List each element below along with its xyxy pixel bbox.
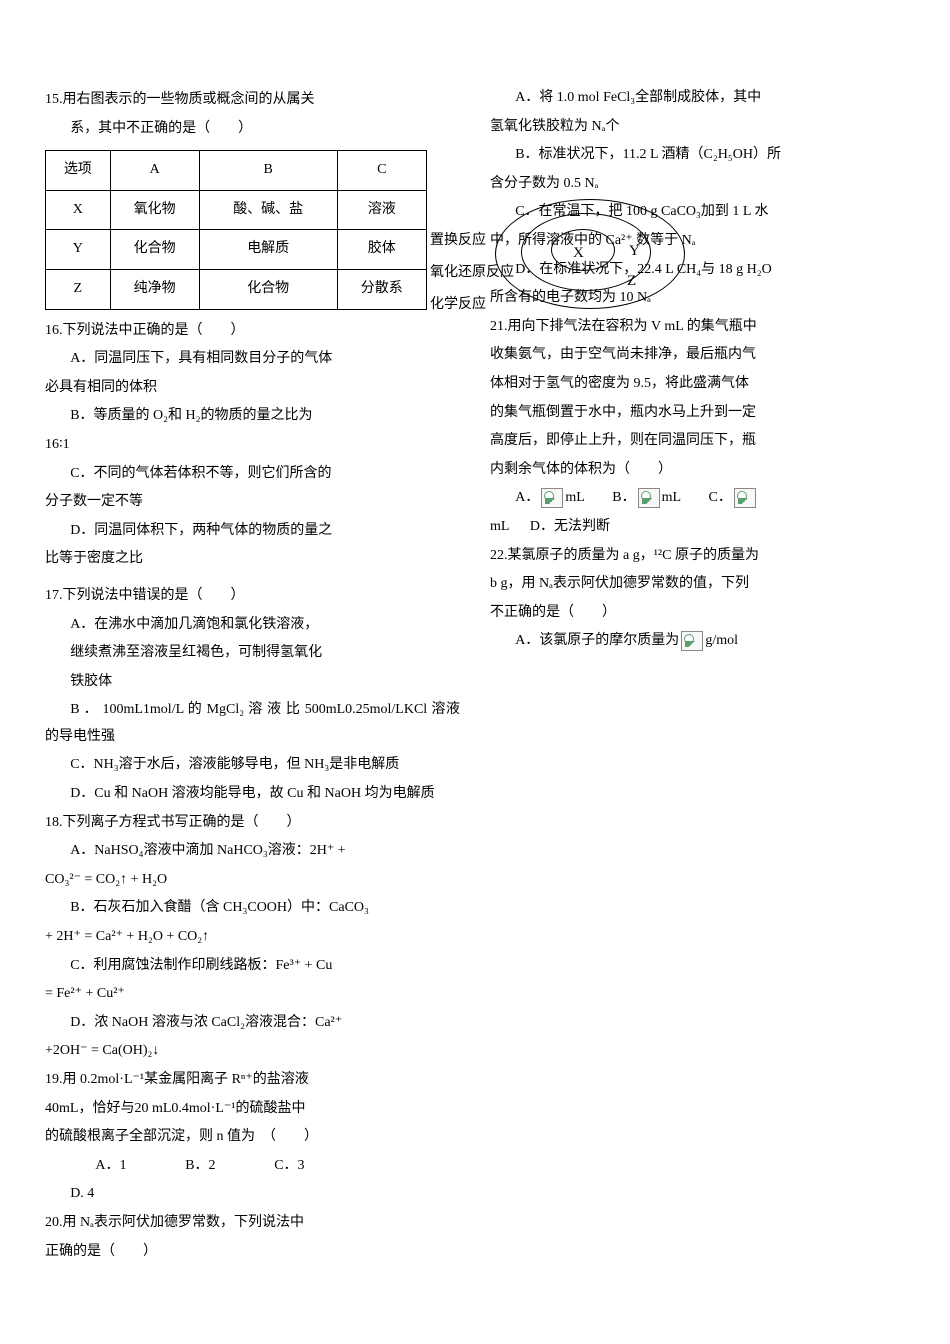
q17-opt-a3: 铁胶体 <box>45 669 460 696</box>
table-row: Y 化合物 电解质 胶体 <box>46 230 427 270</box>
table-row: 选项 A B C <box>46 151 427 191</box>
q21-opt-a-suf: mL <box>565 490 584 505</box>
label-x: X <box>573 239 584 268</box>
q18-opt-d1: D．浓 NaOH 溶液与浓 CaCl₂溶液混合：Ca²⁺ <box>45 1010 460 1037</box>
q16-opt-b1: B．等质量的 O₂和 H₂的物质的量之比为 <box>45 403 460 430</box>
q21-opt-b-pre: B． <box>612 490 635 505</box>
q21-l3: 体相对于氢气的密度为 9.5，将此盛满气体 <box>490 371 905 398</box>
q20-opt-b1: B．标准状况下，11.2 L 酒精（C₂H₅OH）所 <box>490 142 905 169</box>
q17-opt-a1: A．在沸水中滴加几滴饱和氯化铁溶液， <box>45 612 460 639</box>
q20-opt-b2: 含分子数为 0.5 Nₐ <box>490 171 905 198</box>
q22-opt-a-pre: A．该氯原子的摩尔质量为 <box>515 633 679 648</box>
cell: 氧化物 <box>110 190 199 230</box>
q15-table: 选项 A B C X 氧化物 酸、碱、盐 溶液 Y 化合物 电解质 胶体 Z 纯… <box>45 150 427 309</box>
q21-l2: 收集氨气，由于空气尚未排净，最后瓶内气 <box>490 342 905 369</box>
q17-opt-d: D．Cu 和 NaOH 溶液均能导电，故 Cu 和 NaOH 均为电解质 <box>45 781 460 808</box>
table-row: X 氧化物 酸、碱、盐 溶液 <box>46 190 427 230</box>
cell: 溶液 <box>337 190 426 230</box>
q22-opt-a: A．该氯原子的摩尔质量为 g/mol <box>490 628 905 655</box>
q16-stem: 16.下列说法中正确的是（ ） <box>45 318 460 345</box>
q22-l2: b g，用 Nₐ表示阿伏加德罗常数的值，下列 <box>490 571 905 598</box>
q19-opt-c: C．3 <box>249 1153 305 1180</box>
q19-opts: A．1 B．2 C．3 <box>45 1153 460 1180</box>
cell: 电解质 <box>199 230 337 270</box>
table-row: Z 纯净物 化合物 分散系 <box>46 269 427 309</box>
q16-opt-a2: 必具有相同的体积 <box>45 375 460 402</box>
label-z: Z <box>627 267 636 296</box>
q21-l4: 的集气瓶倒置于水中，瓶内水马上升到一定 <box>490 400 905 427</box>
cell: B <box>199 151 337 191</box>
q21-opts-line1: A． mL B． mL C． <box>490 485 905 512</box>
q19-stem1: 19.用 0.2mol·L⁻¹某金属阳离子 Rⁿ⁺的盐溶液 <box>45 1067 460 1094</box>
side-label: 化学反应 <box>430 289 514 321</box>
venn-diagram: X Y Z <box>495 195 695 325</box>
cell: Z <box>46 269 111 309</box>
cell: 选项 <box>46 151 111 191</box>
q18-opt-c2: = Fe²⁺ + Cu²⁺ <box>45 981 460 1008</box>
q18-opt-a2: CO₃²⁻ = CO₂↑ + H₂O <box>45 867 460 894</box>
formula-image-icon <box>734 488 756 508</box>
cell: 化合物 <box>110 230 199 270</box>
q21-line2-pre: mL <box>490 519 509 534</box>
q20-stem1: 20.用 Nₐ表示阿伏加德罗常数，下列说法中 <box>45 1210 460 1237</box>
side-label: 置换反应 <box>430 225 514 257</box>
q18-opt-d2: +2OH⁻ = Ca(OH)₂↓ <box>45 1038 460 1065</box>
side-label: 氧化还原反应 <box>430 257 514 289</box>
q16-opt-b2: 16∶1 <box>45 432 460 459</box>
q16-opt-c1: C．不同的气体若体积不等，则它们所含的 <box>45 461 460 488</box>
q21-opt-c-pre: C． <box>709 490 732 505</box>
q18-stem: 18.下列离子方程式书写正确的是（ ） <box>45 810 460 837</box>
q21-l6: 内剩余气体的体积为（ ） <box>490 457 905 484</box>
q15-stem-b: 系，其中不正确的是（ ） <box>45 116 460 143</box>
cell: C <box>337 151 426 191</box>
formula-image-icon <box>541 488 563 508</box>
q17-opt-c: C．NH₃溶于水后，溶液能够导电，但 NH₃是非电解质 <box>45 752 460 779</box>
q16-opt-a1: A．同温同压下，具有相同数目分子的气体 <box>45 346 460 373</box>
q22-opt-a-suf: g/mol <box>705 633 738 648</box>
q22-l1: 22.某氯原子的质量为 a g，¹²C 原子的质量为 <box>490 543 905 570</box>
q21-opts-line2: mL D．无法判断 <box>490 514 905 541</box>
q16-opt-d1: D．同温同体积下，两种气体的物质的量之 <box>45 518 460 545</box>
q20-opt-a2: 氢氧化铁胶粒为 Nₐ个 <box>490 114 905 141</box>
q15-stem-a: 15.用右图表示的一些物质或概念间的从属关 <box>45 87 460 114</box>
q18-opt-b1: B．石灰石加入食醋（含 CH₃COOH）中：CaCO₃ <box>45 895 460 922</box>
cell: 化合物 <box>199 269 337 309</box>
q18-opt-b2: + 2H⁺ = Ca²⁺ + H₂O + CO₂↑ <box>45 924 460 951</box>
q18-opt-a1: A．NaHSO₄溶液中滴加 NaHCO₃溶液：2H⁺ + <box>45 838 460 865</box>
q20-opt-a1: A．将 1.0 mol FeCl₃全部制成胶体，其中 <box>490 85 905 112</box>
q19-opt-d: D. 4 <box>45 1181 460 1208</box>
q21-l5: 高度后，即停止上升，则在同温同压下，瓶 <box>490 428 905 455</box>
cell: 纯净物 <box>110 269 199 309</box>
q19-opt-b: B．2 <box>160 1153 216 1180</box>
q16-opt-c2: 分子数一定不等 <box>45 489 460 516</box>
formula-image-icon <box>638 488 660 508</box>
q18-opt-c1: C．利用腐蚀法制作印刷线路板：Fe³⁺ + Cu <box>45 953 460 980</box>
q21-opt-b-suf: mL <box>662 490 681 505</box>
q21-opt-a-pre: A． <box>515 490 539 505</box>
q20-stem2: 正确的是（ ） <box>45 1239 460 1266</box>
label-y: Y <box>629 237 640 266</box>
cell: 分散系 <box>337 269 426 309</box>
q15-side-labels: 置换反应 氧化还原反应 化学反应 <box>430 225 514 322</box>
q17-opt-b: B ． 100mL1mol/L 的 MgCl₂ 溶 液 比 500mL0.25m… <box>45 697 460 750</box>
cell: 酸、碱、盐 <box>199 190 337 230</box>
q19-stem3: 的硫酸根离子全部沉淀，则 n 值为 （ ） <box>45 1124 460 1151</box>
q21-opt-d: D．无法判断 <box>530 519 610 534</box>
q19-stem2: 40mL，恰好与20 mL0.4mol·L⁻¹的硫酸盐中 <box>45 1096 460 1123</box>
q16-opt-d2: 比等于密度之比 <box>45 546 460 573</box>
cell: X <box>46 190 111 230</box>
q22-l3: 不正确的是（ ） <box>490 600 905 627</box>
cell: A <box>110 151 199 191</box>
q19-opt-a: A．1 <box>70 1153 126 1180</box>
cell: Y <box>46 230 111 270</box>
formula-image-icon <box>681 631 703 651</box>
cell: 胶体 <box>337 230 426 270</box>
q17-stem: 17.下列说法中错误的是（ ） <box>45 583 460 610</box>
q17-opt-a2: 继续煮沸至溶液呈红褐色，可制得氢氧化 <box>45 640 460 667</box>
